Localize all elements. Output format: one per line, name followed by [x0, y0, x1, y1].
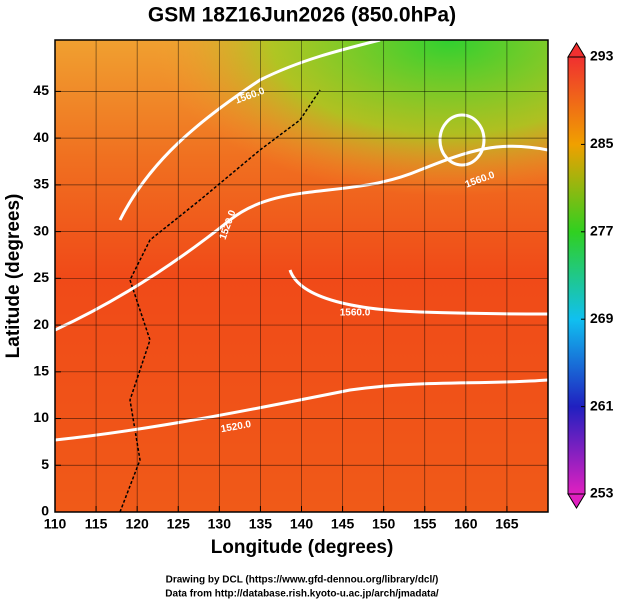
x-tick-label: 155 — [413, 516, 437, 532]
y-tick-label: 10 — [33, 409, 49, 425]
y-tick-label: 30 — [33, 222, 49, 238]
x-tick-label: 145 — [331, 516, 355, 532]
x-tick-label: 140 — [290, 516, 314, 532]
colorbar-cap — [567, 493, 586, 509]
colorbar-tick-label: 253 — [590, 485, 614, 501]
x-tick-label: 110 — [44, 516, 67, 532]
colorbar-tick-label: 285 — [590, 135, 614, 151]
y-tick-label: 35 — [33, 176, 49, 192]
colorbar — [567, 56, 586, 495]
contour — [55, 144, 548, 332]
x-tick-label: 150 — [372, 516, 396, 532]
colorbar-cap — [567, 42, 586, 58]
contour-label: 1520.0 — [220, 419, 252, 435]
y-tick-label: 40 — [33, 129, 49, 145]
x-tick-label: 130 — [208, 516, 232, 532]
contour — [55, 378, 548, 442]
x-tick-label: 120 — [125, 516, 149, 532]
contour-label: 1560.0 — [340, 308, 371, 319]
colorbar-tick-label: 269 — [590, 310, 614, 326]
contour — [288, 269, 548, 316]
title: GSM 18Z16Jun2026 (850.0hPa) — [148, 4, 456, 27]
y-tick-label: 45 — [33, 82, 49, 98]
x-tick-label: 165 — [495, 516, 519, 532]
y-tick-label: 15 — [33, 363, 49, 379]
contour — [118, 40, 381, 221]
y-axis-label: Latitude (degrees) — [3, 194, 24, 359]
x-axis-label: Longitude (degrees) — [211, 537, 394, 558]
credit: Data from http://database.rish.kyoto-u.a… — [165, 589, 439, 600]
contour — [438, 113, 486, 167]
colorbar-tick-label: 261 — [590, 397, 614, 413]
x-tick-label: 115 — [85, 516, 108, 532]
y-tick-label: 20 — [33, 316, 49, 332]
x-tick-label: 135 — [249, 516, 273, 532]
x-tick-label: 125 — [167, 516, 191, 532]
y-tick-label: 0 — [41, 503, 49, 519]
colorbar-tick-label: 293 — [590, 48, 614, 64]
credit: Drawing by DCL (https://www.gfd-dennou.o… — [166, 575, 439, 586]
colorbar-tick-label: 277 — [590, 223, 614, 239]
y-tick-label: 25 — [33, 269, 49, 285]
y-tick-label: 5 — [41, 456, 49, 472]
x-tick-label: 160 — [454, 516, 478, 532]
